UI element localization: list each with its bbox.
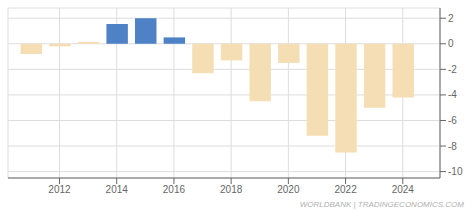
svg-text:0: 0 [448,38,454,49]
svg-text:2020: 2020 [277,184,300,195]
svg-text:-8: -8 [448,141,457,152]
svg-text:-10: -10 [448,166,463,177]
svg-text:2: 2 [448,13,454,24]
html-text:WORLDBANK | TRADINGECONOMICS.C: WORLDBANK | TRADINGECONOMICS.COM [299,200,464,209]
svg-text:-2: -2 [448,64,457,75]
svg-text:-6: -6 [448,115,457,126]
svg-text:2014: 2014 [106,184,129,195]
svg-text:2012: 2012 [48,184,71,195]
svg-text:2022: 2022 [334,184,357,195]
svg-text:2024: 2024 [392,184,415,195]
svg-text:2016: 2016 [163,184,186,195]
svg-text:2018: 2018 [220,184,243,195]
svg-text:-4: -4 [448,89,457,100]
